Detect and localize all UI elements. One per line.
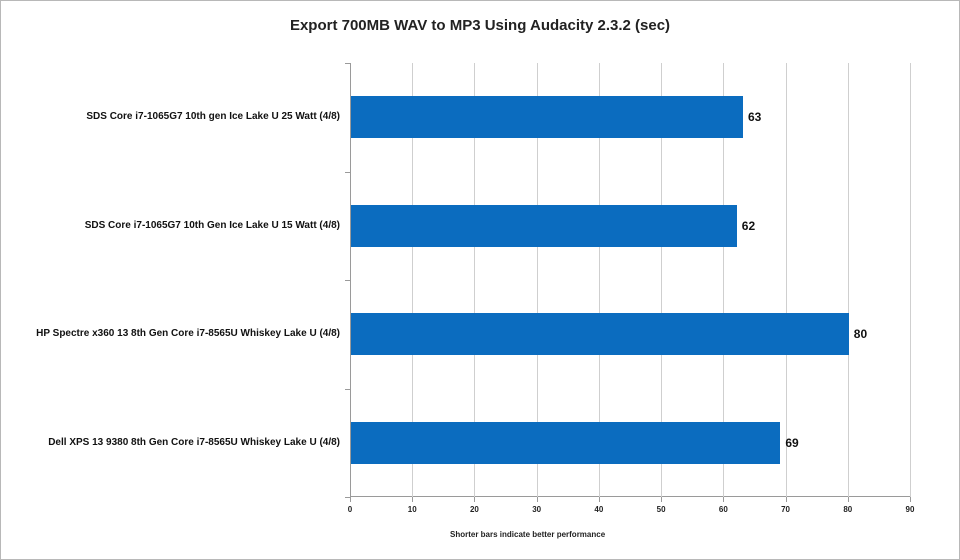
- x-tick: [474, 497, 476, 502]
- gridline: [910, 63, 911, 497]
- x-tick-label: 30: [532, 505, 542, 514]
- x-tick-label: 80: [843, 505, 853, 514]
- x-tick: [910, 497, 911, 502]
- data-label: 69: [785, 435, 799, 450]
- gridline: [536, 63, 538, 497]
- x-axis-title: Shorter bars indicate better performance: [450, 530, 606, 539]
- plot-area: 63 62 80 69: [345, 63, 911, 502]
- gridline: [598, 63, 600, 497]
- gridline: [412, 63, 414, 497]
- x-tick-label: 10: [407, 505, 417, 514]
- x-tick-label: 70: [781, 505, 790, 514]
- gridline: [847, 63, 849, 497]
- y-tick: [345, 63, 350, 64]
- gridline: [474, 63, 476, 497]
- gridline: [661, 63, 663, 497]
- category-label: Dell XPS 13 9380 8th Gen Core i7-8565U W…: [48, 436, 340, 448]
- x-tick: [536, 497, 538, 502]
- y-tick: [345, 497, 350, 498]
- bar: [351, 204, 737, 247]
- x-tick-label: 40: [594, 505, 604, 514]
- x-tick: [598, 497, 600, 502]
- bar: [351, 421, 781, 464]
- chart-title: Export 700MB WAV to MP3 Using Audacity 2…: [289, 17, 671, 34]
- x-tick: [785, 497, 787, 502]
- gridline: [723, 63, 725, 497]
- data-label: 80: [853, 327, 868, 342]
- y-tick: [345, 388, 350, 390]
- x-tick-label: 0: [347, 505, 353, 514]
- data-label: 63: [748, 110, 762, 125]
- bar: [351, 313, 849, 356]
- category-label: SDS Core i7-1065G7 10th Gen Ice Lake U 1…: [84, 219, 340, 231]
- x-tick: [412, 497, 414, 502]
- x-tick-label: 90: [905, 505, 915, 514]
- y-tick: [345, 280, 350, 281]
- x-tick: [661, 497, 663, 502]
- y-axis: [350, 63, 351, 497]
- x-axis: [350, 496, 910, 497]
- x-tick: [847, 497, 849, 502]
- bar: [351, 96, 743, 139]
- x-tick: [723, 497, 725, 502]
- category-label: SDS Core i7-1065G7 10th gen Ice Lake U 2…: [86, 111, 340, 123]
- x-tick-label: 60: [718, 505, 728, 514]
- x-tick: [350, 497, 351, 502]
- category-label: HP Spectre x360 13 8th Gen Core i7-8565U…: [36, 328, 340, 340]
- data-label: 62: [741, 218, 756, 233]
- gridline: [785, 63, 787, 497]
- x-tick-label: 20: [469, 505, 479, 514]
- x-tick-label: 50: [656, 505, 666, 514]
- y-tick: [345, 171, 350, 173]
